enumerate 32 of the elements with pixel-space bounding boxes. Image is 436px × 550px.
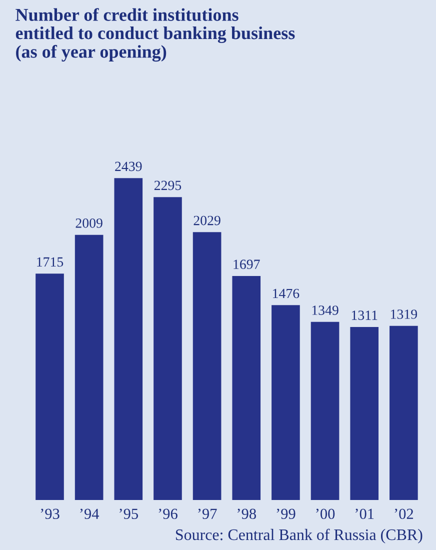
x-tick-label: ’01 xyxy=(356,508,374,520)
data-label: 1349 xyxy=(312,306,338,315)
bar xyxy=(192,232,222,500)
x-tick-label: ’98 xyxy=(238,508,256,520)
bar xyxy=(232,276,261,500)
x-tick-label: ’02 xyxy=(394,508,414,520)
bar xyxy=(114,178,143,500)
bar xyxy=(272,305,300,500)
bar xyxy=(350,326,379,500)
data-label: 1311 xyxy=(352,310,378,320)
bar xyxy=(74,234,104,500)
data-label: 2029 xyxy=(194,216,220,226)
x-tick-label: ’00 xyxy=(316,508,335,520)
bar xyxy=(154,197,182,500)
data-label: 1715 xyxy=(37,257,64,267)
source-note: Source: Central Bank of Russia (CBR) xyxy=(176,528,422,544)
data-label: 1697 xyxy=(234,260,260,270)
data-label: 2439 xyxy=(115,162,142,172)
x-tick-label: ’93 xyxy=(40,508,60,520)
bar xyxy=(310,322,340,500)
bar xyxy=(36,274,64,500)
data-label: 1319 xyxy=(391,310,418,319)
chart-title: Number of credit institutions entitled to conduct banking business (as of year opening) xyxy=(16,8,295,62)
data-label: 2295 xyxy=(154,180,182,190)
data-label: 2009 xyxy=(76,218,102,228)
x-tick-label: ’97 xyxy=(198,508,217,520)
x-tick-label: ’94 xyxy=(80,508,100,520)
x-tick-label: ’99 xyxy=(276,508,296,520)
bar xyxy=(390,326,418,500)
x-tick-label: ’95 xyxy=(120,508,138,520)
x-tick-label: ’96 xyxy=(158,508,178,520)
data-label: 1476 xyxy=(273,288,300,298)
